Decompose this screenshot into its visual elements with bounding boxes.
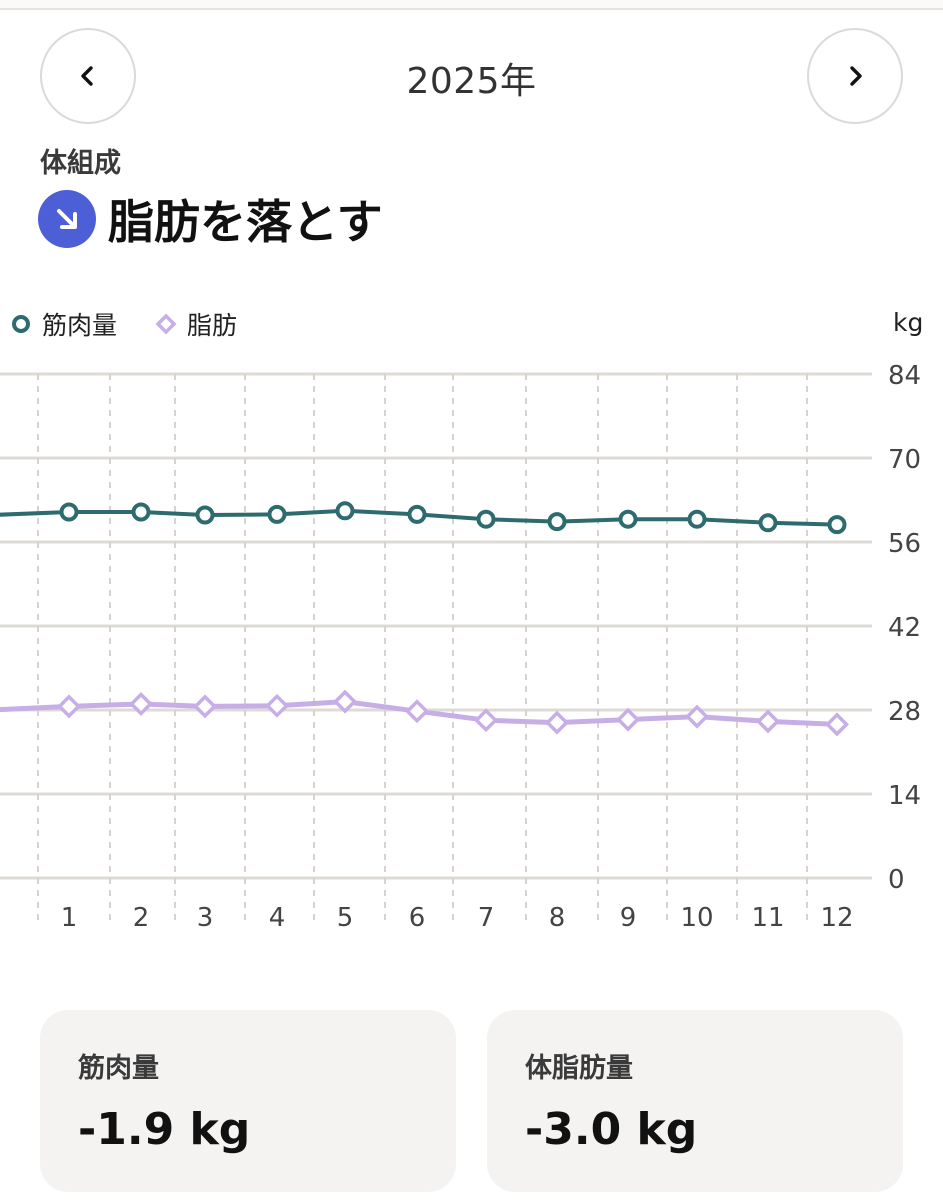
muscle-data-point <box>758 513 778 533</box>
muscle-data-point <box>131 502 151 522</box>
x-tick-label: 10 <box>680 903 713 933</box>
x-tick-label: 7 <box>478 903 495 933</box>
y-axis-unit: kg <box>893 308 924 337</box>
x-tick-label: 3 <box>197 903 214 933</box>
circle-marker-icon <box>12 315 30 333</box>
legend-label-muscle: 筋肉量 <box>42 311 118 340</box>
muscle-data-point <box>547 512 567 532</box>
section-label: 体組成 <box>40 148 121 179</box>
next-year-button[interactable] <box>807 28 903 124</box>
fat-data-point <box>825 712 849 737</box>
legend-label-fat: 脂肪 <box>187 311 238 340</box>
y-tick-label: 70 <box>888 445 921 475</box>
fat-data-point <box>265 693 289 718</box>
card-value-muscle: -1.9 kg <box>78 1104 251 1155</box>
muscle-data-point <box>407 504 427 524</box>
arrow-down-right-icon <box>38 190 96 248</box>
fat-data-point <box>545 710 569 735</box>
fat-data-point <box>616 707 640 732</box>
chevron-left-icon <box>81 66 93 86</box>
x-tick-label: 1 <box>61 903 78 933</box>
prev-year-button[interactable] <box>40 28 136 124</box>
card-value-fat: -3.0 kg <box>525 1104 698 1155</box>
x-tick-label: 11 <box>751 903 784 933</box>
legend-item-muscle: 筋肉量 <box>10 306 117 342</box>
x-tick-label: 4 <box>269 903 286 933</box>
muscle-data-point <box>267 504 287 524</box>
x-tick-label: 6 <box>409 903 426 933</box>
fat-data-point <box>129 692 153 716</box>
fat-data-point <box>333 689 357 714</box>
top-divider <box>0 0 943 10</box>
x-tick-label: 9 <box>620 903 637 933</box>
y-tick-label: 84 <box>888 361 921 391</box>
muscle-data-point <box>618 509 638 529</box>
muscle-data-point <box>476 509 496 529</box>
fat-data-point <box>685 704 709 729</box>
goal-heading: 脂肪を落とす <box>38 186 383 252</box>
chart-legend: 筋肉量 脂肪 <box>10 306 275 342</box>
muscle-change-card: 筋肉量 -1.9 kg <box>40 1010 456 1192</box>
muscle-data-point <box>827 515 847 535</box>
muscle-data-point <box>335 501 355 521</box>
card-label-muscle: 筋肉量 <box>78 1053 159 1084</box>
fat-change-card: 体脂肪量 -3.0 kg <box>487 1010 903 1192</box>
y-tick-label: 14 <box>888 781 921 811</box>
x-tick-label: 5 <box>337 903 354 933</box>
x-tick-label: 8 <box>549 903 566 933</box>
fat-data-point <box>756 709 780 734</box>
legend-item-fat: 脂肪 <box>155 306 237 342</box>
muscle-data-point <box>59 502 79 522</box>
chevron-right-icon <box>850 66 862 86</box>
goal-title: 脂肪を落とす <box>108 195 383 249</box>
x-tick-label: 12 <box>820 903 853 933</box>
diamond-marker-icon <box>155 313 177 335</box>
muscle-data-point <box>195 505 215 525</box>
fat-data-point <box>193 694 217 719</box>
x-tick-label: 2 <box>133 903 150 933</box>
y-tick-label: 28 <box>888 697 921 727</box>
fat-data-point <box>405 699 429 724</box>
year-title: 2025年 <box>406 61 537 102</box>
card-label-fat: 体脂肪量 <box>525 1053 633 1084</box>
fat-data-point <box>474 708 498 733</box>
muscle-data-point <box>687 509 707 529</box>
fat-data-point <box>57 694 81 719</box>
y-tick-label: 56 <box>888 529 921 559</box>
y-tick-label: 42 <box>888 613 921 643</box>
y-tick-label: 0 <box>888 865 905 895</box>
